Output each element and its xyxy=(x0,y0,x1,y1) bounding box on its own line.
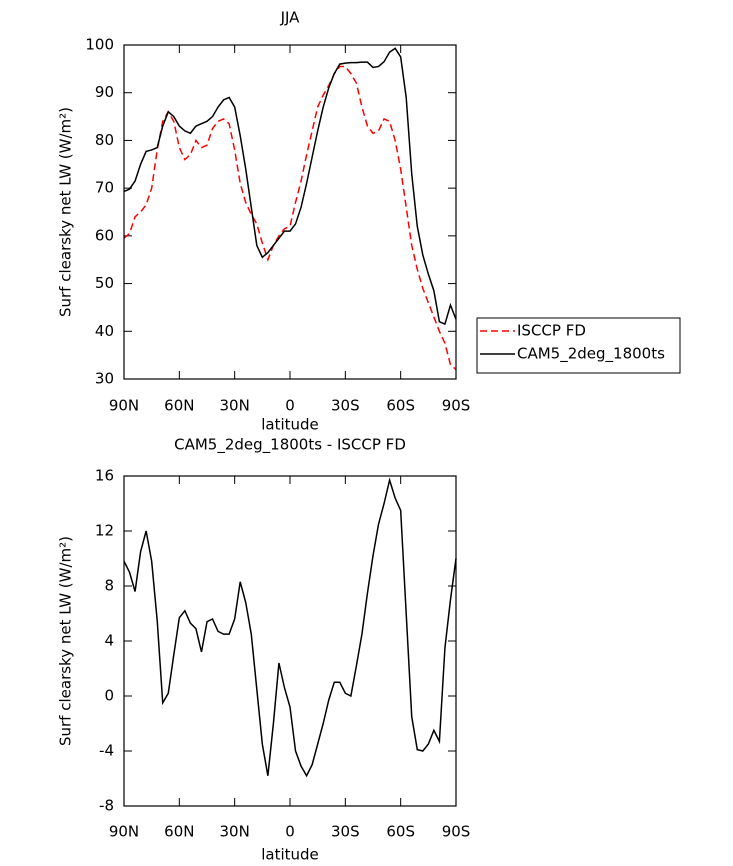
y-tick-label: 30 xyxy=(95,370,114,388)
plot-frame xyxy=(123,475,457,807)
legend-label: CAM5_2deg_1800ts xyxy=(517,345,665,364)
y-tick-label: 70 xyxy=(95,179,114,197)
y-axis-label: Surf clearsky net LW (W/m²) xyxy=(57,107,75,317)
chart-title: CAM5_2deg_1800ts - ISCCP FD xyxy=(174,436,406,455)
data-line xyxy=(123,477,457,778)
legend-box xyxy=(476,317,681,374)
x-tick-label: 60S xyxy=(386,397,415,415)
x-tick-label: 0 xyxy=(285,397,295,415)
x-tick-label: 60S xyxy=(386,823,415,841)
y-tick-label: 80 xyxy=(95,131,114,149)
chart-title: JJA xyxy=(280,9,301,27)
plot-frame xyxy=(123,44,457,380)
y-tick-label: 4 xyxy=(104,632,114,650)
y-tick-label: 90 xyxy=(95,83,114,101)
y-tick-label: 12 xyxy=(95,522,114,540)
y-tick-label: 0 xyxy=(104,687,114,705)
x-tick-label: 90N xyxy=(109,397,139,415)
legend-label: ISCCP FD xyxy=(517,322,586,340)
x-tick-label: 30N xyxy=(220,823,250,841)
y-tick-label: 50 xyxy=(95,274,114,292)
x-tick-label: 60N xyxy=(164,397,194,415)
x-tick-label: 90N xyxy=(109,823,139,841)
x-axis-label: latitude xyxy=(261,846,319,864)
y-tick-label: 16 xyxy=(95,467,114,485)
x-axis-label: latitude xyxy=(261,416,319,434)
y-tick-label: 60 xyxy=(95,226,114,244)
y-tick-label: 100 xyxy=(85,36,114,54)
data-line xyxy=(123,65,457,371)
x-tick-label: 60N xyxy=(164,823,194,841)
y-axis-label: Surf clearsky net LW (W/m²) xyxy=(57,536,75,746)
x-tick-label: 90S xyxy=(442,823,471,841)
x-tick-label: 90S xyxy=(442,397,471,415)
x-tick-label: 30S xyxy=(331,823,360,841)
y-tick-label: 8 xyxy=(104,577,114,595)
y-tick-label: -8 xyxy=(99,797,114,815)
x-tick-label: 0 xyxy=(285,823,295,841)
y-tick-label: 40 xyxy=(95,322,114,340)
x-tick-label: 30N xyxy=(220,397,250,415)
y-tick-label: -4 xyxy=(99,742,114,760)
data-line xyxy=(123,47,457,326)
x-tick-label: 30S xyxy=(331,397,360,415)
